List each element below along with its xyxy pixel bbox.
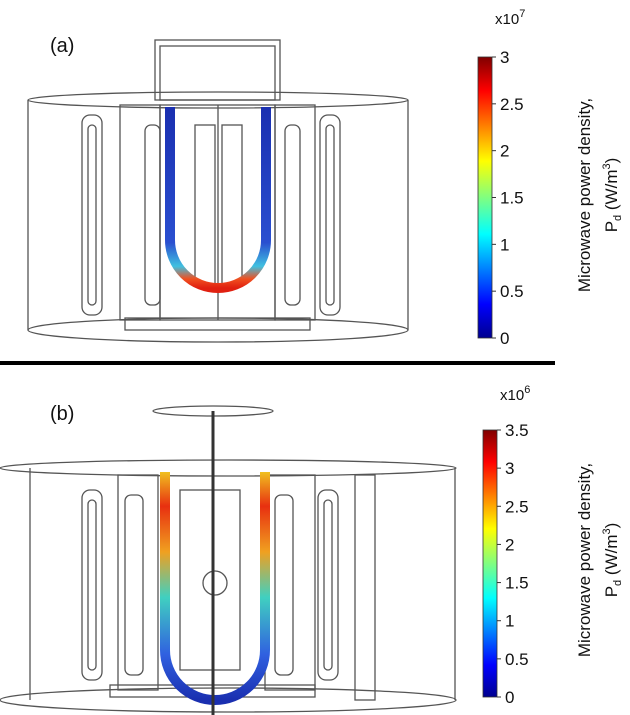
unit-subscript: d — [612, 215, 624, 221]
colorbar — [477, 56, 493, 339]
panel-label: (a) — [50, 35, 74, 57]
colorbar-tick-label: 1.5 — [505, 574, 529, 593]
colorbar-title: Microwave power density, — [575, 463, 594, 657]
unit-text: (W/m — [602, 535, 621, 580]
unit-close: ) — [602, 523, 621, 529]
colorbar-tick-label: 1 — [505, 612, 514, 631]
colorbar-tick-label: 2.5 — [505, 497, 529, 516]
colorbar-tick-label: 2.5 — [500, 95, 524, 114]
colorbar-tick-label: 2 — [500, 142, 509, 161]
geometry-a — [27, 39, 409, 343]
colorbar-tick-label: 3 — [500, 48, 509, 67]
multiplier-base: x10 — [495, 11, 519, 28]
colorbar — [482, 429, 498, 698]
colorbar-unit: Pd (W/m3) — [601, 523, 624, 598]
unit-symbol: P — [602, 221, 621, 232]
colorbar-tick-label: 0.5 — [505, 650, 529, 669]
colorbar-tick-label: 1 — [500, 235, 509, 254]
unit-symbol: P — [602, 586, 621, 597]
multiplier-base: x10 — [500, 387, 524, 404]
unit-superscript: 3 — [601, 528, 613, 534]
unit-superscript: 3 — [601, 163, 613, 169]
multiplier-exponent: 7 — [519, 8, 525, 20]
multiplier-exponent: 6 — [524, 384, 530, 396]
geometry-b — [0, 405, 457, 715]
panel-label: (b) — [50, 403, 74, 425]
colorbar-title: Microwave power density, — [575, 98, 594, 292]
colorbar-tick-label: 0 — [505, 688, 514, 707]
unit-subscript: d — [612, 580, 624, 586]
colorbar-tick-label: 0 — [500, 329, 509, 348]
colorbar-unit: Pd (W/m3) — [601, 158, 624, 233]
unit-text: (W/m — [602, 170, 621, 215]
colorbar-multiplier: x106 — [500, 384, 530, 404]
colorbar-tick-label: 2 — [505, 535, 514, 554]
colorbar-tick-label: 3 — [505, 459, 514, 478]
colorbar-tick-label: 0.5 — [500, 282, 524, 301]
colorbar-tick-label: 3.5 — [505, 421, 529, 440]
colorbar-multiplier: x107 — [495, 8, 525, 28]
unit-close: ) — [602, 158, 621, 164]
colorbar-tick-label: 1.5 — [500, 189, 524, 208]
